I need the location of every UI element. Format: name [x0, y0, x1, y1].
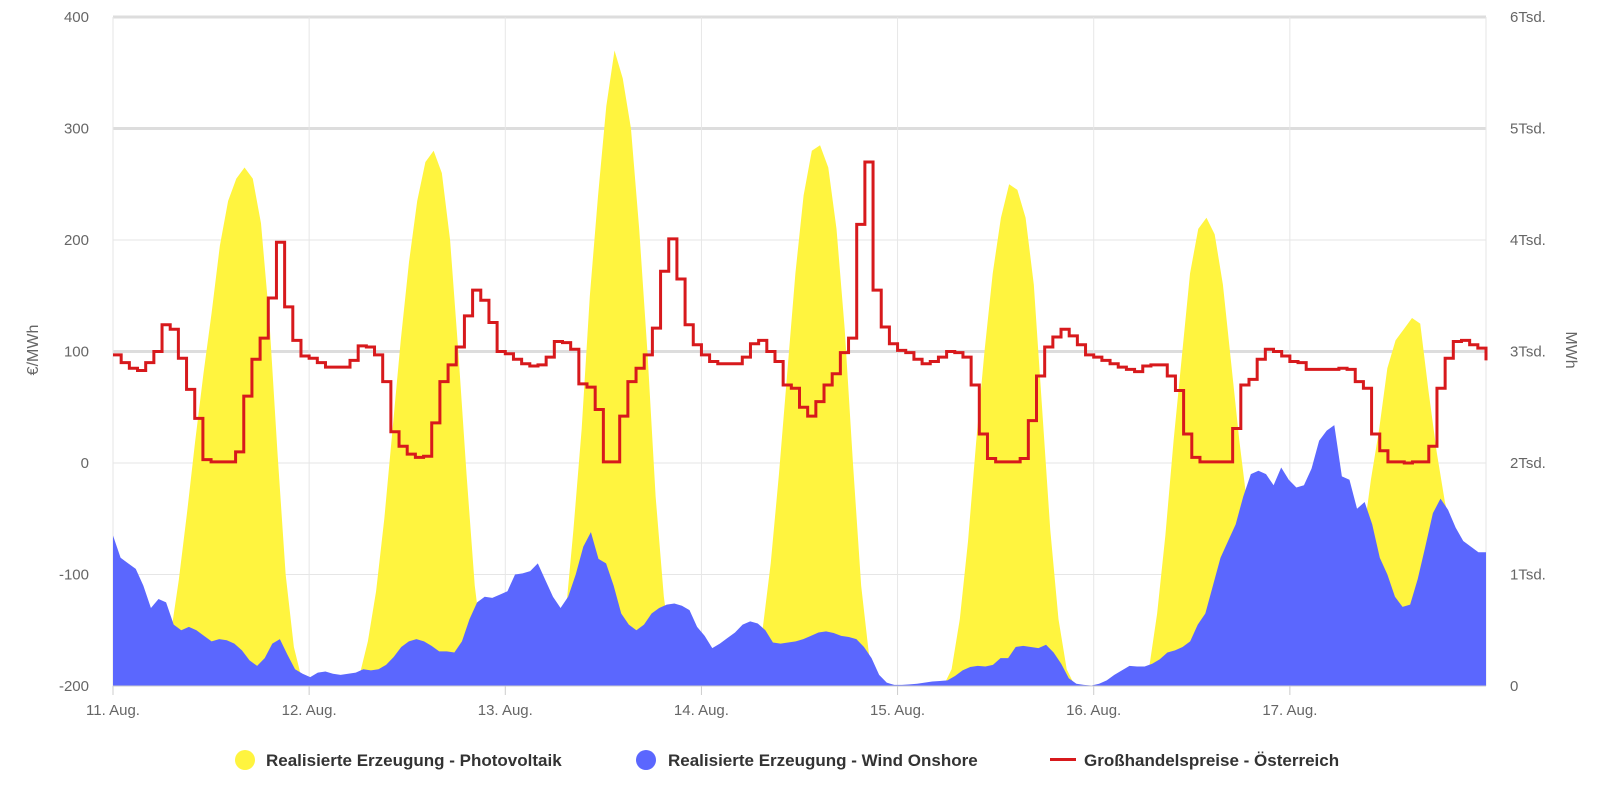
y-right-tick-label: 0: [1510, 678, 1518, 695]
legend-marker-wind: [636, 750, 656, 770]
wind-area: [113, 425, 1486, 686]
legend-item-wind[interactable]: Realisierte Erzeugung - Wind Onshore: [636, 750, 978, 770]
y-right-axis-title: MWh: [1562, 331, 1579, 368]
x-tick-label: 11. Aug.: [86, 702, 140, 719]
y-left-tick-label: -200: [59, 678, 89, 695]
legend-item-price[interactable]: Großhandelspreise - Österreich: [1050, 751, 1339, 770]
legend-label-price: Großhandelspreise - Österreich: [1084, 751, 1339, 770]
axes: -200 0 -100 1Tsd. 0 2Tsd. 100 3Tsd. 200 4Tsd. 300 5…: [59, 9, 1546, 719]
legend-label-photovoltaik: Realisierte Erzeugung - Photovoltaik: [266, 751, 562, 770]
y-left-axis-title: €/MWh: [25, 325, 42, 376]
y-left-tick-label: 200: [64, 232, 89, 249]
y-right-tick-label: 3Tsd.: [1510, 344, 1546, 361]
x-tick-label: 16. Aug.: [1066, 702, 1121, 719]
x-tick-label: 17. Aug.: [1262, 702, 1317, 719]
x-tick-label: 12. Aug.: [282, 702, 337, 719]
pv-area-layer: [113, 50, 1486, 686]
y-right-tick-label: 1Tsd.: [1510, 567, 1546, 584]
y-right-tick-label: 2Tsd.: [1510, 455, 1546, 472]
y-right-tick-label: 4Tsd.: [1510, 232, 1546, 249]
price-line-layer: [113, 160, 1488, 465]
legend-label-wind: Realisierte Erzeugung - Wind Onshore: [668, 751, 978, 770]
legend: Realisierte Erzeugung - Photovoltaik Rea…: [235, 750, 1339, 770]
wind-area-layer: [113, 425, 1486, 686]
x-tick-label: 15. Aug.: [870, 702, 925, 719]
legend-marker-price: [1050, 758, 1076, 761]
legend-item-photovoltaik[interactable]: Realisierte Erzeugung - Photovoltaik: [235, 750, 562, 770]
y-left-tick-label: 300: [64, 121, 89, 138]
price-step-line: [113, 160, 1488, 465]
pv-area: [113, 50, 1486, 686]
y-left-tick-label: -100: [59, 567, 89, 584]
x-tick-label: 13. Aug.: [478, 702, 533, 719]
y-left-tick-label: 100: [64, 344, 89, 361]
y-right-tick-label: 5Tsd.: [1510, 121, 1546, 138]
y-right-tick-label: 6Tsd.: [1510, 9, 1546, 26]
x-tick-label: 14. Aug.: [674, 702, 729, 719]
legend-marker-photovoltaik: [235, 750, 255, 770]
y-left-tick-label: 400: [64, 9, 89, 26]
y-left-tick-label: 0: [81, 455, 89, 472]
